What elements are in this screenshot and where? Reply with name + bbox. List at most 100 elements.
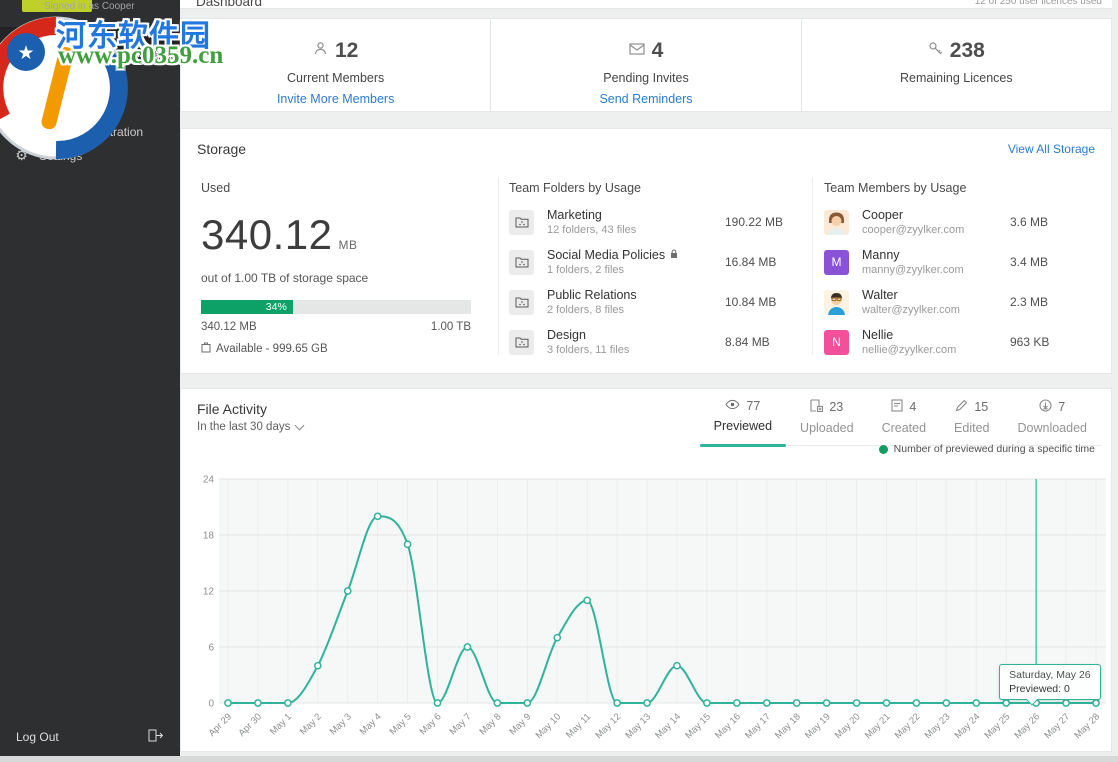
member-row[interactable]: Walter walter@zyylker.com 2.3 MB [824, 288, 1096, 316]
folder-meta: 12 folders, 43 files [547, 224, 637, 236]
member-size: 2.3 MB [1010, 295, 1049, 309]
tab-count: 23 [829, 400, 844, 414]
eye-icon [725, 399, 740, 413]
sidebar-item-activity[interactable]: Activity [0, 97, 180, 120]
svg-text:May 22: May 22 [893, 711, 923, 741]
page-title: Dashboard [196, 0, 263, 9]
sidebar-item-settings[interactable]: ⚙ Settings [0, 144, 180, 167]
svg-text:May 17: May 17 [743, 711, 773, 741]
previewed-activity-chart[interactable]: 0 6 12 18 24 Apr 29 Apr 30 May 1 May 2 May 3 May 4… [196, 471, 1111, 751]
storage-progress-fill: 34% [201, 300, 293, 314]
folder-name: Design [547, 328, 586, 342]
storage-used-section: Used 340.12 MB out of 1.00 TB of storage … [201, 181, 491, 356]
folder-row[interactable]: Marketing 12 folders, 43 files 190.22 MB [509, 208, 811, 236]
svg-text:May 5: May 5 [388, 711, 414, 737]
svg-text:May 1: May 1 [268, 711, 294, 737]
team-folders-by-usage: Team Folders by Usage Marketing 12 folder… [509, 181, 811, 356]
pending-invites-count: 4 [651, 39, 664, 62]
svg-text:May 12: May 12 [593, 711, 623, 741]
tab-label: Edited [954, 421, 990, 435]
used-unit: MB [338, 238, 358, 252]
folder-row[interactable]: Public Relations 2 folders, 8 files 10.84… [509, 288, 811, 316]
svg-text:May 4: May 4 [358, 711, 384, 737]
sidebar-item-label: Team Folders [39, 78, 112, 93]
member-email: walter@zyylker.com [862, 304, 960, 316]
folder-meta: 1 folders, 2 files [547, 264, 625, 276]
tab-created[interactable]: 4 Created [868, 395, 940, 445]
activity-icon [14, 101, 29, 116]
sidebar: Signed in as Cooper Dashboard Members Te… [0, 0, 180, 762]
dashboard-icon [14, 31, 29, 46]
folder-name: Marketing [547, 208, 602, 222]
sidebar-item-data-administration[interactable]: Data Administration [0, 121, 180, 144]
used-value: 340.12 MB [201, 211, 358, 258]
team-folders-title: Team Folders by Usage [509, 181, 642, 195]
folder-size: 10.84 MB [725, 295, 777, 309]
svg-text:May 15: May 15 [683, 711, 713, 741]
avatar [824, 289, 849, 315]
svg-text:May 18: May 18 [773, 711, 803, 741]
license-summary: 12 of 250 user licences used [974, 0, 1102, 7]
member-size: 963 KB [1010, 335, 1050, 349]
tab-count: 77 [746, 399, 761, 413]
tab-uploaded[interactable]: 23 Uploaded [786, 395, 868, 445]
file-activity-card: File Activity In the last 30 days 77 Pre… [180, 388, 1112, 752]
stat-pending-invites: 4 Pending Invites Send Reminders [490, 19, 800, 111]
sidebar-item-dashboard[interactable]: Dashboard [0, 27, 180, 51]
svg-text:May 27: May 27 [1042, 711, 1072, 741]
legend-dot-icon [878, 444, 888, 454]
svg-text:May 2: May 2 [298, 711, 324, 737]
settings-icon: ⚙ [15, 147, 28, 164]
pending-invites-label: Pending Invites [603, 71, 689, 85]
member-row[interactable]: N Nellie nellie@zyylker.com 963 KB [824, 328, 1096, 356]
svg-text:May 19: May 19 [803, 711, 833, 741]
file-activity-title: File Activity [197, 401, 268, 417]
avatar: M [824, 249, 849, 275]
svg-text:May 14: May 14 [653, 711, 683, 741]
tab-label: Uploaded [800, 421, 854, 435]
current-members-label: Current Members [287, 71, 385, 85]
tab-edited[interactable]: 15 Edited [940, 395, 1003, 445]
stat-remaining-licences: 238 Remaining Licences [800, 19, 1111, 111]
storage-used-amount: 340.12 MB [201, 321, 257, 333]
member-name: Manny [862, 248, 900, 262]
stat-current-members: 12 Current Members Invite More Members [181, 19, 490, 111]
svg-text:May 8: May 8 [477, 711, 503, 737]
view-all-storage-link[interactable]: View All Storage [1007, 142, 1095, 156]
tab-previewed[interactable]: 77 Previewed [699, 395, 787, 447]
invite-more-members-link[interactable]: Invite More Members [276, 92, 395, 106]
folder-row[interactable]: Design 3 folders, 11 files 8.84 MB [509, 328, 811, 356]
signed-in-label: Signed in as Cooper [44, 1, 135, 12]
remaining-licences-label: Remaining Licences [900, 71, 1013, 85]
svg-text:May 25: May 25 [983, 711, 1013, 741]
logout-button[interactable]: Log Out [0, 722, 180, 752]
storage-title: Storage [197, 141, 247, 157]
svg-text:Apr 30: Apr 30 [236, 711, 264, 739]
tab-downloaded[interactable]: 7 Downloaded [1004, 395, 1102, 445]
svg-text:May 13: May 13 [623, 711, 653, 741]
folder-icon [509, 249, 534, 275]
document-icon [891, 399, 903, 415]
folder-row[interactable]: Social Media Policies 1 folders, 2 files … [509, 248, 811, 276]
person-icon [313, 41, 328, 61]
svg-text:May 26: May 26 [1012, 711, 1042, 741]
folder-size: 190.22 MB [725, 215, 784, 229]
sidebar-item-label: Members [39, 55, 90, 70]
sidebar-item-team-folders[interactable]: Team Folders [0, 74, 180, 97]
svg-text:May 23: May 23 [923, 711, 953, 741]
date-range-dropdown[interactable]: In the last 30 days [197, 420, 305, 433]
member-row[interactable]: Cooper cooper@zyylker.com 3.6 MB [824, 208, 1096, 236]
topbar: Dashboard 12 of 250 user licences used [180, 0, 1112, 9]
svg-text:May 28: May 28 [1072, 711, 1102, 741]
folder-meta: 3 folders, 11 files [547, 344, 630, 356]
data-administration-icon [14, 125, 29, 140]
svg-text:May 6: May 6 [418, 711, 444, 737]
member-row[interactable]: M Manny manny@zyylker.com 3.4 MB [824, 248, 1096, 276]
folder-name: Social Media Policies [547, 248, 666, 262]
remaining-licences-count: 238 [949, 39, 985, 62]
date-range-label: In the last 30 days [197, 421, 291, 433]
sidebar-item-members[interactable]: Members [0, 50, 180, 73]
sidebar-nav: Dashboard Members Team Folders Activity … [0, 27, 180, 167]
send-reminders-link[interactable]: Send Reminders [599, 92, 693, 106]
member-size: 3.4 MB [1010, 255, 1049, 269]
